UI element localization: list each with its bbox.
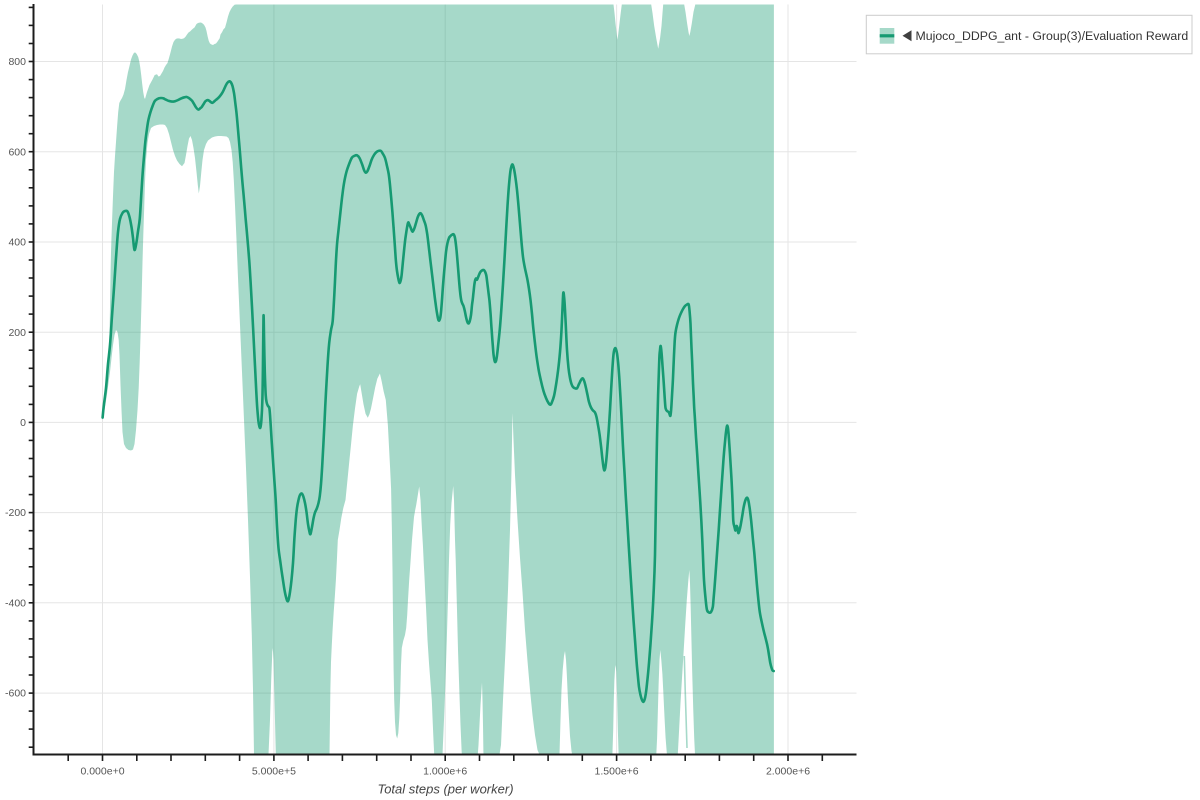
svg-text:400: 400 bbox=[8, 237, 26, 249]
svg-text:0.000e+0: 0.000e+0 bbox=[80, 766, 124, 778]
svg-text:-400: -400 bbox=[5, 597, 26, 609]
svg-text:2.000e+6: 2.000e+6 bbox=[766, 766, 810, 778]
svg-text:0: 0 bbox=[20, 417, 26, 429]
svg-text:-200: -200 bbox=[5, 507, 26, 519]
svg-text:-600: -600 bbox=[5, 688, 26, 700]
svg-text:1.500e+6: 1.500e+6 bbox=[595, 766, 639, 778]
svg-text:1.000e+6: 1.000e+6 bbox=[423, 766, 467, 778]
svg-text:Mujoco_DDPG_ant - Group(3)/Eva: Mujoco_DDPG_ant - Group(3)/Evaluation Re… bbox=[916, 29, 1189, 43]
svg-text:5.000e+5: 5.000e+5 bbox=[252, 766, 296, 778]
svg-text:200: 200 bbox=[8, 327, 26, 339]
svg-text:Total steps (per worker): Total steps (per worker) bbox=[377, 782, 513, 797]
svg-text:800: 800 bbox=[8, 56, 26, 68]
svg-text:600: 600 bbox=[8, 146, 26, 158]
